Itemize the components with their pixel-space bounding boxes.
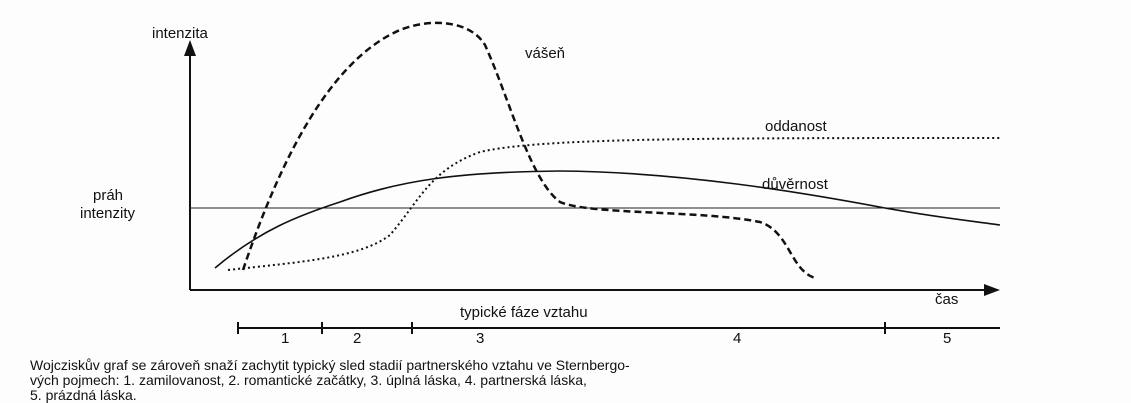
threshold-label: práh: [93, 187, 123, 204]
curve-label: důvěrnost: [762, 176, 829, 193]
phase: 5: [943, 330, 951, 347]
threshold-label: intenzity: [80, 205, 136, 222]
caption: 5. prázdná láska.: [30, 387, 137, 403]
curve-duvernost: [214, 170, 1001, 269]
y-label: intenzita: [152, 25, 209, 42]
phase-ticks: [237, 322, 886, 334]
x-arrow: [984, 284, 1000, 296]
curve-label: oddanost: [765, 118, 828, 135]
x-label: čas: [935, 291, 958, 308]
y-arrow: [184, 40, 196, 56]
curve-oddanost: [227, 137, 1001, 271]
phase: 1: [281, 330, 289, 347]
phase: 2: [353, 330, 361, 347]
caption: vých pojmech: 1. zamilovanost, 2. romant…: [30, 372, 587, 388]
phases-label: typické fáze vztahu: [460, 304, 588, 321]
phase: 4: [733, 330, 741, 347]
caption: Wojcziskův graf se zároveň snaží zachyti…: [30, 357, 630, 373]
curve-vasen: [241, 21, 816, 280]
curve-label: vášeň: [525, 45, 565, 62]
phase: 3: [476, 330, 484, 347]
